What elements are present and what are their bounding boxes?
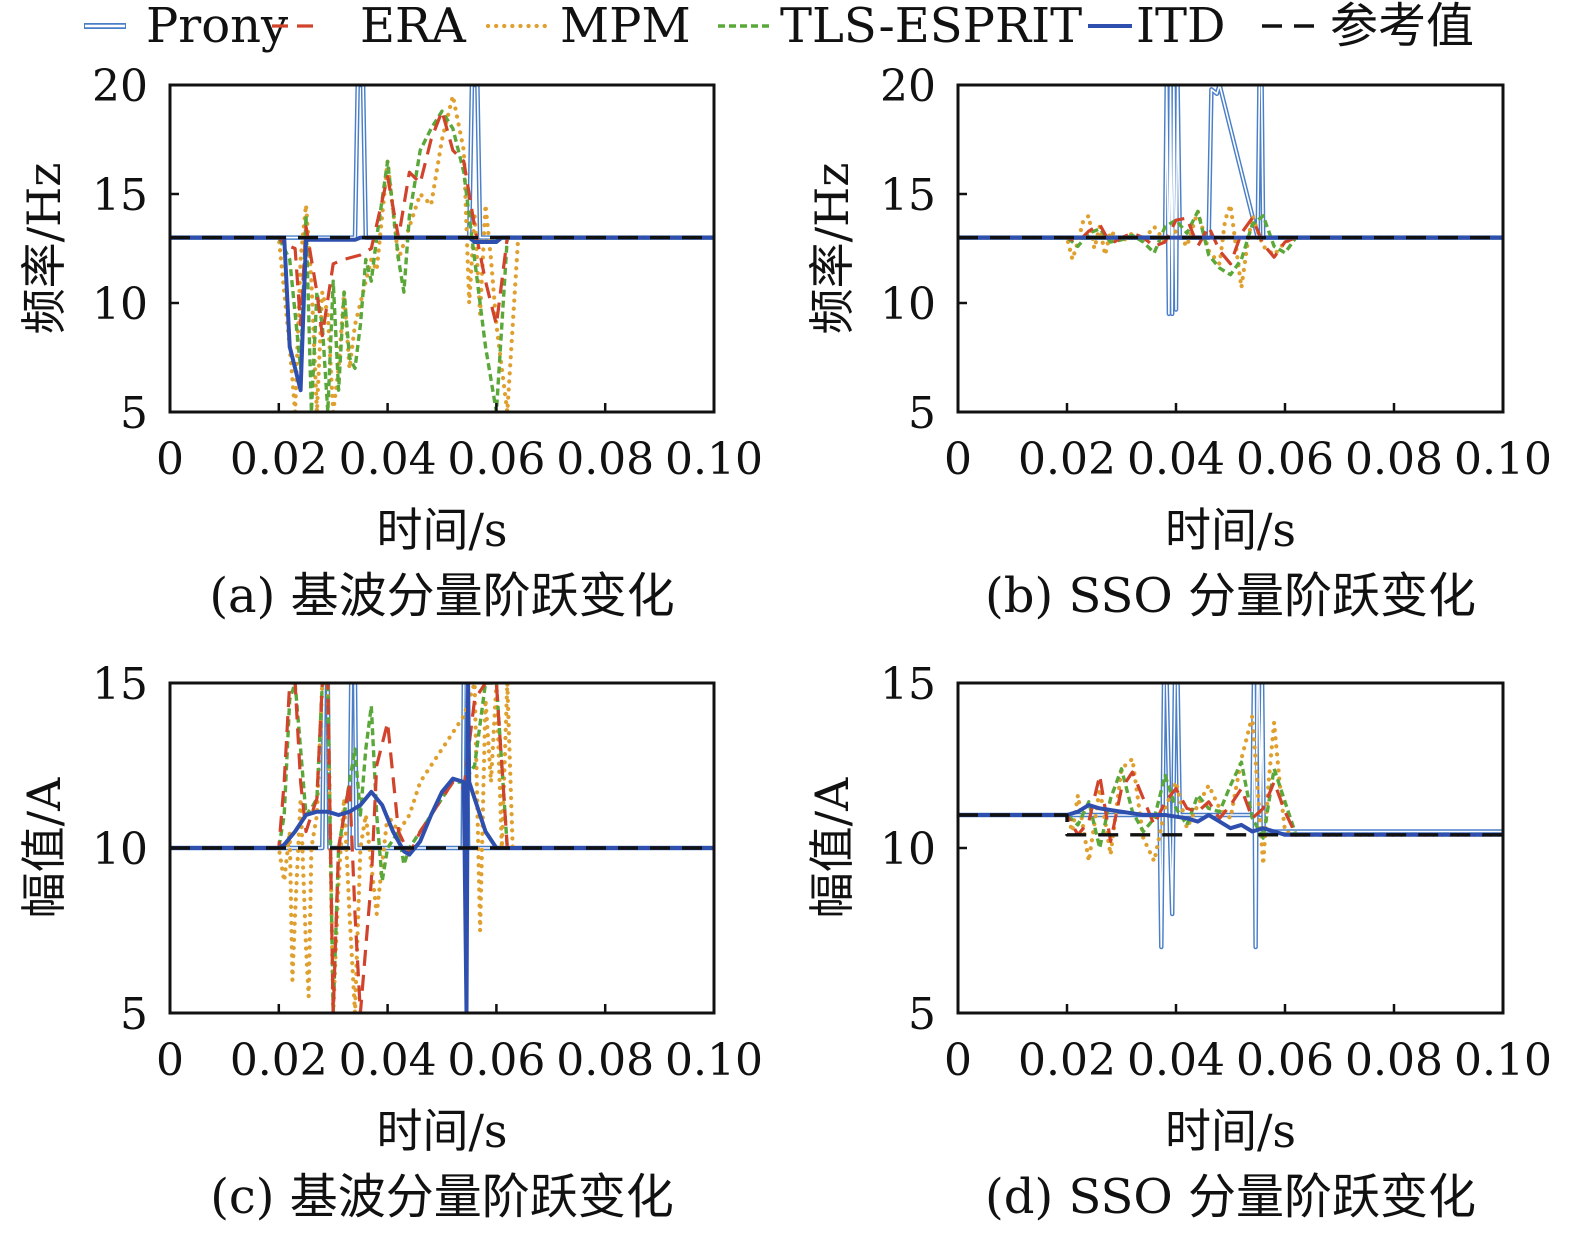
y-tick-label: 5 xyxy=(908,989,936,1040)
panel-caption: (b) SSO 分量阶跃变化 xyxy=(985,568,1476,624)
y-tick-label: 20 xyxy=(92,61,148,112)
chart-panel-d: 0 0.02 0.04 0.06 0.08 0.10 5 10 15 幅值/A 时间/s (d) SS… xyxy=(805,659,1552,1225)
x-tick-label: 0 xyxy=(944,1035,972,1086)
legend-item-prony: Prony xyxy=(84,0,288,54)
legend-label-era: ERA xyxy=(360,0,467,54)
plot-frame xyxy=(956,681,1505,1015)
x-tick-label: 0.06 xyxy=(1236,434,1334,485)
legend-label-prony: Prony xyxy=(146,0,288,54)
x-tick-label: 0.04 xyxy=(1127,1035,1225,1086)
series-line-prony-inner xyxy=(170,85,714,239)
x-tick-label: 0.06 xyxy=(1236,1035,1334,1086)
series-line-itd xyxy=(958,803,1503,837)
series-line-prony-inner xyxy=(958,85,1503,315)
series-line-tls-esprit xyxy=(170,683,714,1013)
y-tick-label: 15 xyxy=(92,659,148,710)
chart-panel-a: 0 0.02 0.04 0.06 0.08 0.10 5 10 15 20 频率/Hz 时间/s (a)… xyxy=(17,61,763,624)
x-tick-label: 0.04 xyxy=(339,1035,437,1086)
series-line-prony xyxy=(170,683,714,851)
y-axis-label: 频率/Hz xyxy=(17,163,71,335)
plot-frame xyxy=(168,83,716,414)
y-tick-label: 15 xyxy=(880,170,936,221)
x-tick-label: 0.04 xyxy=(1127,434,1225,485)
y-tick-label: 20 xyxy=(880,61,936,112)
x-tick-label: 0.06 xyxy=(447,434,545,485)
series-line-era xyxy=(170,109,714,338)
series-line-prony-inner xyxy=(958,683,1503,948)
y-axis-label: 频率/Hz xyxy=(805,163,859,335)
legend-label-mpm: MPM xyxy=(560,0,691,54)
legend-label-itd: ITD xyxy=(1136,0,1225,54)
x-axis-label: 时间/s xyxy=(1165,503,1296,557)
legend-item-itd: ITD xyxy=(1088,0,1225,54)
series-group xyxy=(958,85,1503,317)
series-line-prony xyxy=(958,85,1503,317)
x-tick-label: 0 xyxy=(156,1035,184,1086)
x-tick-label: 0.02 xyxy=(230,434,328,485)
series-line-mpm xyxy=(170,683,714,1013)
series-line-prony xyxy=(170,85,714,240)
chart-panel-b: 0 0.02 0.04 0.06 0.08 0.10 5 10 15 20 频率/Hz 时间/s (b)… xyxy=(805,61,1552,624)
legend-label-tls-esprit: TLS-ESPRIT xyxy=(780,0,1082,54)
y-tick-label: 5 xyxy=(908,388,936,439)
series-line-prony-inner xyxy=(170,683,714,849)
y-axis-label: 幅值/A xyxy=(805,777,859,918)
x-axis-label: 时间/s xyxy=(376,503,507,557)
x-tick-label: 0.02 xyxy=(1018,434,1116,485)
x-axis-label: 时间/s xyxy=(1165,1104,1296,1158)
legend-item-ref: 参考值 xyxy=(1262,0,1474,54)
series-line-itd xyxy=(170,235,714,393)
x-tick-label: 0.10 xyxy=(1454,1035,1552,1086)
x-tick-label: 0 xyxy=(156,434,184,485)
y-tick-label: 10 xyxy=(92,279,148,330)
x-tick-label: 0.06 xyxy=(447,1035,545,1086)
series-line-tls-esprit xyxy=(958,209,1503,277)
legend-item-tls-esprit: TLS-ESPRIT xyxy=(718,0,1082,54)
chart-panel-c: 0 0.02 0.04 0.06 0.08 0.10 5 10 15 幅值/A 时间/s (c) 基波… xyxy=(17,659,763,1225)
y-tick-label: 5 xyxy=(120,388,148,439)
legend-item-mpm: MPM xyxy=(485,0,691,54)
x-tick-label: 0.02 xyxy=(1018,1035,1116,1086)
x-tick-label: 0.08 xyxy=(556,1035,654,1086)
series-group xyxy=(170,85,714,412)
x-axis-label: 时间/s xyxy=(376,1104,507,1158)
x-tick-label: 0.10 xyxy=(665,434,763,485)
y-tick-label: 10 xyxy=(880,279,936,330)
series-line-mpm xyxy=(958,713,1503,867)
x-tick-label: 0.04 xyxy=(339,434,437,485)
x-tick-label: 0.10 xyxy=(665,1035,763,1086)
x-tick-label: 0 xyxy=(944,434,972,485)
series-line-itd xyxy=(170,683,714,1013)
x-tick-label: 0.08 xyxy=(1345,434,1443,485)
series-line-era xyxy=(958,770,1503,843)
y-tick-label: 10 xyxy=(880,824,936,875)
series-group xyxy=(958,683,1503,950)
y-tick-label: 15 xyxy=(880,659,936,710)
x-tick-label: 0.10 xyxy=(1454,434,1552,485)
legend-label-ref: 参考值 xyxy=(1330,0,1474,54)
panel-caption: (c) 基波分量阶跃变化 xyxy=(210,1169,674,1225)
chart-legend: Prony ERA MPM TLS-ESPRIT ITD 参考值 xyxy=(84,0,1474,54)
series-line-era xyxy=(170,683,714,1013)
panel-caption: (a) 基波分量阶跃变化 xyxy=(209,568,674,624)
series-line-era xyxy=(958,216,1503,266)
y-tick-label: 5 xyxy=(120,989,148,1040)
plot-frame xyxy=(956,83,1505,414)
panel-caption: (d) SSO 分量阶跃变化 xyxy=(985,1169,1476,1225)
series-group xyxy=(170,683,714,1013)
x-tick-label: 0.02 xyxy=(230,1035,328,1086)
series-line-tls-esprit xyxy=(170,109,714,412)
x-tick-label: 0.08 xyxy=(1345,1035,1443,1086)
y-tick-label: 15 xyxy=(92,170,148,221)
legend-item-era: ERA xyxy=(272,0,467,54)
series-line-mpm xyxy=(170,93,714,412)
x-tick-label: 0.08 xyxy=(556,434,654,485)
y-tick-label: 10 xyxy=(92,824,148,875)
y-axis-label: 幅值/A xyxy=(17,777,71,918)
